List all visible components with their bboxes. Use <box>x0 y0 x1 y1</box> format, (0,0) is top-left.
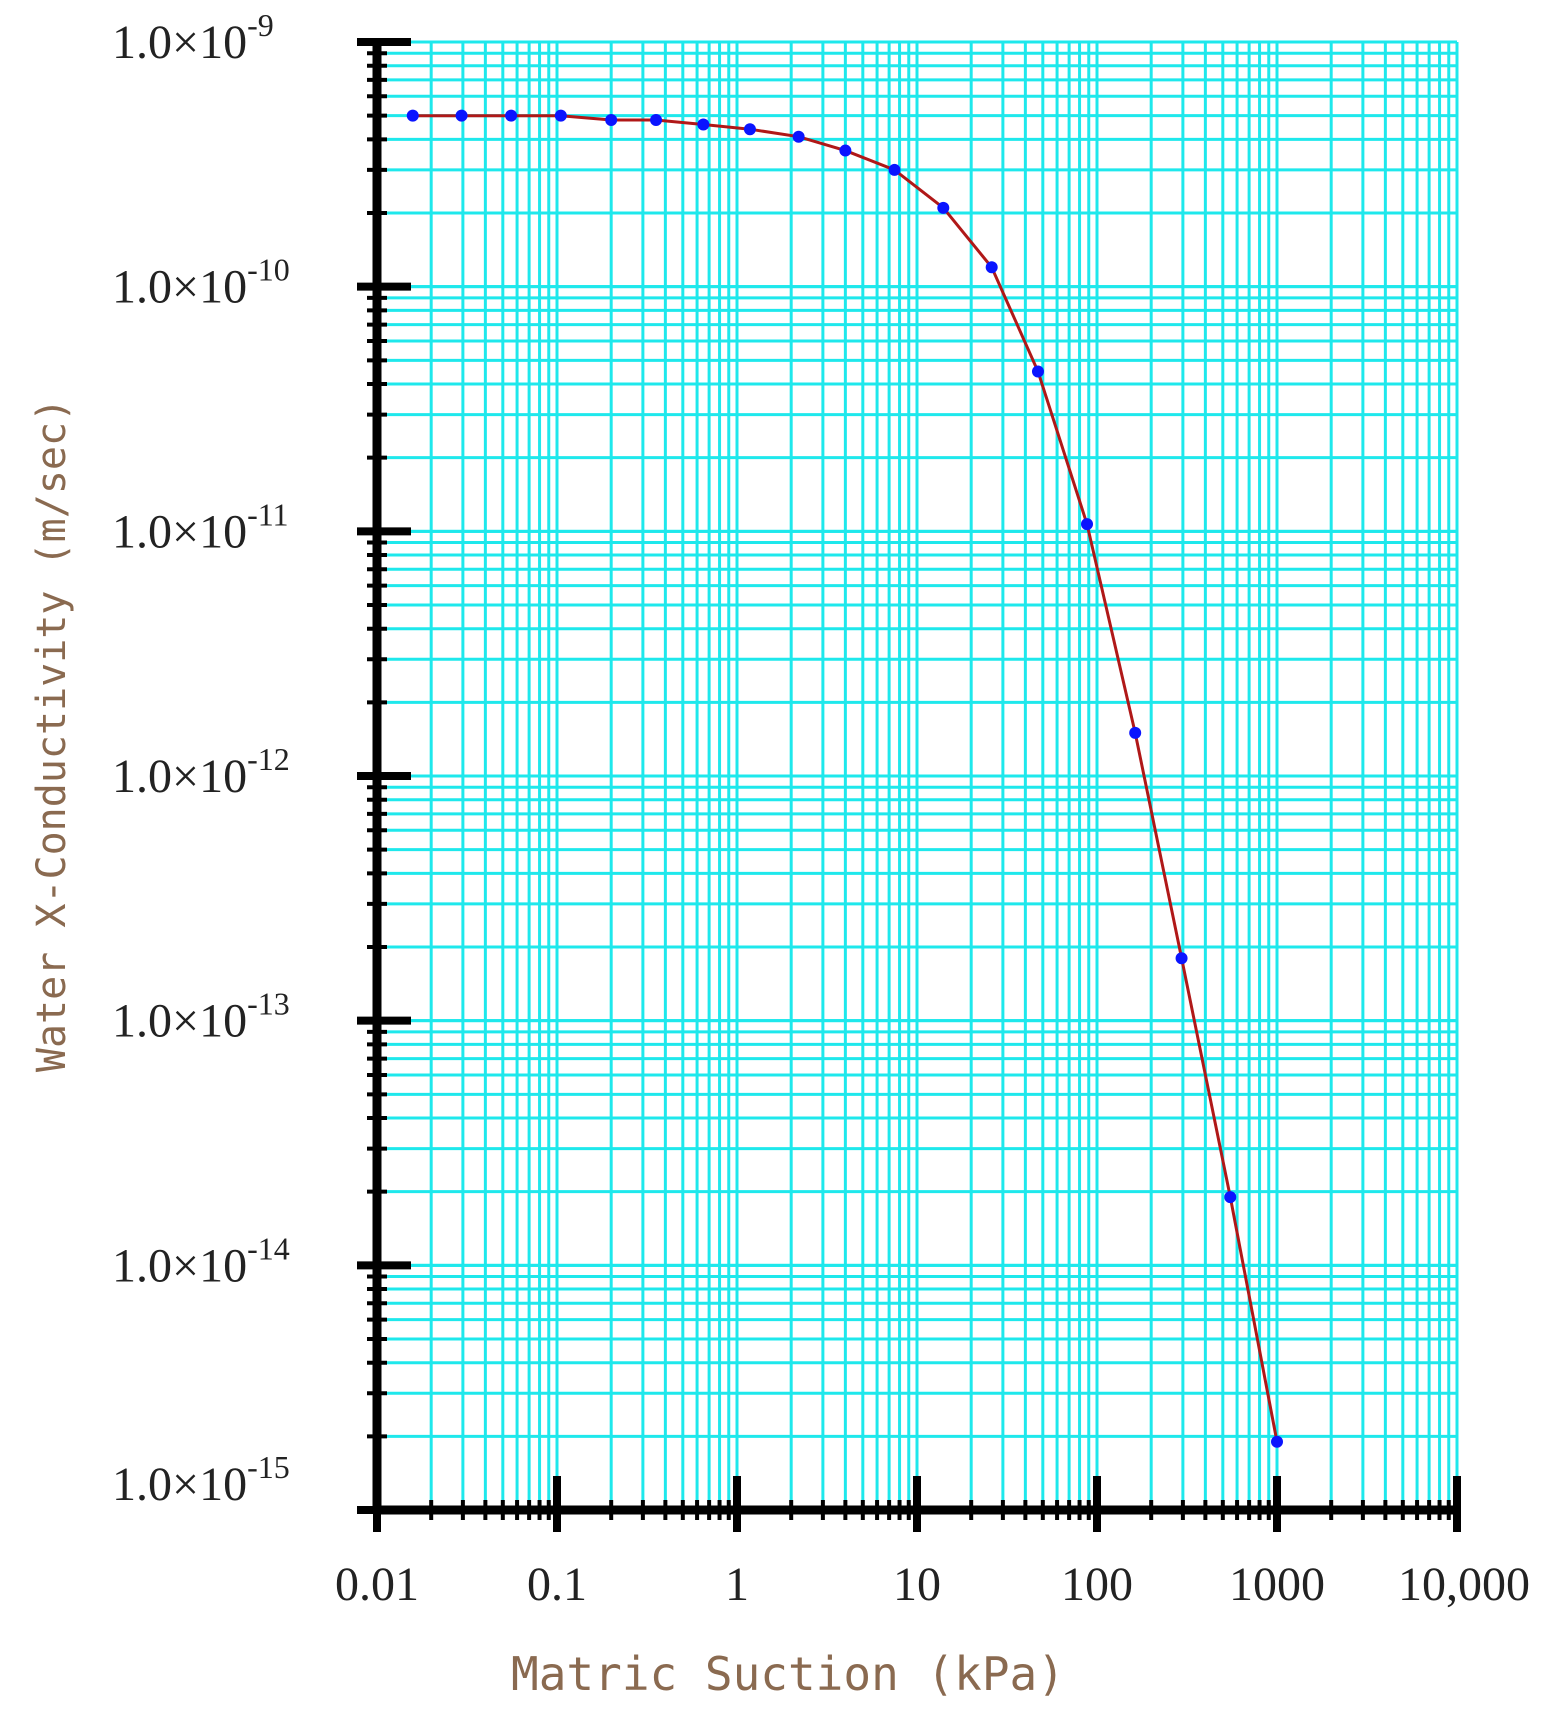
x-tick-label: 0.1 <box>527 1558 587 1611</box>
x-tick-label: 10,000 <box>1398 1558 1530 1611</box>
data-point <box>888 163 901 176</box>
data-point <box>605 113 618 126</box>
grid <box>375 40 1459 1512</box>
y-tick-label: 1.0×10-13 <box>112 986 290 1048</box>
x-tick-label: 10 <box>893 1558 941 1611</box>
y-tick-label: 1.0×10-10 <box>112 252 290 314</box>
tick-labels: 0.01 0.1 1 10 100 1000 10,000 1.0×10-9 1.0×10-10… <box>112 7 1530 1611</box>
data-point <box>937 201 950 214</box>
data-series <box>406 109 1283 1448</box>
data-point <box>697 118 710 131</box>
y-tick-label: 1.0×10-11 <box>112 496 289 558</box>
data-point <box>839 144 852 157</box>
y-tick-label: 1.0×10-12 <box>112 741 290 803</box>
x-tick-label: 0.01 <box>335 1558 419 1611</box>
data-point <box>455 109 468 122</box>
x-tick-label: 1 <box>725 1558 749 1611</box>
y-axis-title: Water X-Conductivity (m/sec) <box>29 398 75 1072</box>
y-tick-label: 1.0×10-9 <box>112 7 274 69</box>
data-point <box>554 109 567 122</box>
x-tick-label: 100 <box>1061 1558 1133 1611</box>
data-point <box>1175 952 1188 965</box>
axes <box>357 38 1461 1532</box>
data-point <box>1224 1191 1237 1204</box>
data-point <box>985 261 998 274</box>
data-point <box>792 130 805 143</box>
data-point <box>650 113 663 126</box>
data-point <box>1081 518 1094 531</box>
y-tick-label: 1.0×10-14 <box>112 1230 290 1292</box>
data-point <box>505 109 518 122</box>
data-point <box>1031 365 1044 378</box>
data-point <box>406 109 419 122</box>
data-point <box>1129 726 1142 739</box>
data-point <box>1271 1435 1283 1448</box>
y-tick-label: 1.0×10-15 <box>112 1449 290 1511</box>
data-point <box>743 123 756 136</box>
x-tick-label: 1000 <box>1229 1558 1325 1611</box>
x-axis-title: Matric Suction (kPa) <box>511 1647 1065 1701</box>
